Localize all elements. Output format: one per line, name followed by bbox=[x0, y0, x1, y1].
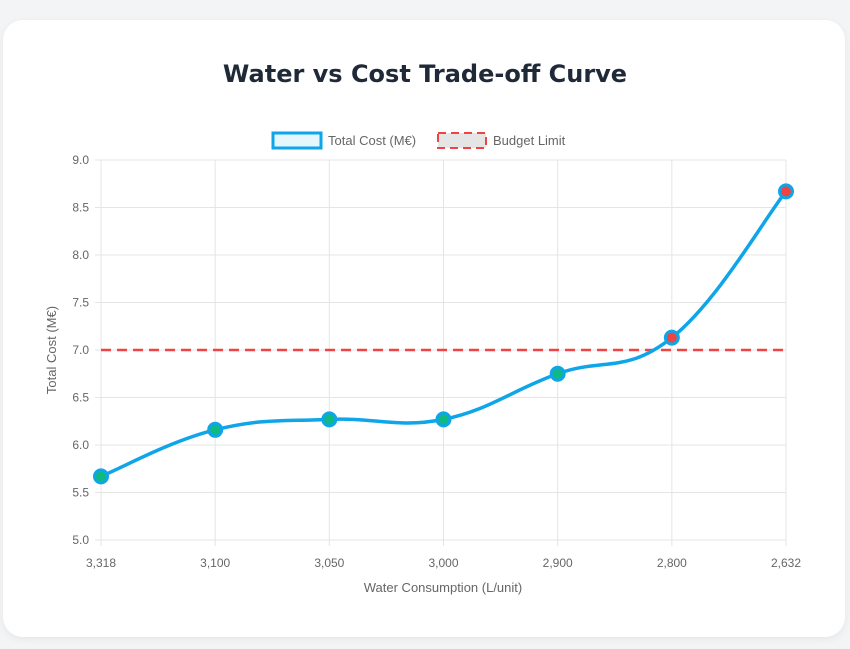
data-point bbox=[549, 365, 566, 382]
chart-title: Water vs Cost Trade-off Curve bbox=[222, 60, 628, 88]
series bbox=[93, 183, 794, 485]
grid bbox=[95, 159, 787, 546]
y-tick-label: 7.0 bbox=[72, 343, 89, 357]
data-point bbox=[663, 329, 680, 346]
legend-label-budget-limit[interactable]: Budget Limit bbox=[493, 133, 566, 148]
y-tick-label: 8.5 bbox=[72, 201, 89, 215]
y-tick-label: 6.5 bbox=[72, 391, 89, 405]
tick-labels: 5.0 5.5 6.0 6.5 7.0 7.5 8.0 8.5 9.0 3,318 3,100 3,0… bbox=[72, 153, 801, 570]
x-tick-label: 2,800 bbox=[657, 556, 687, 570]
legend-swatch-budget-limit[interactable] bbox=[437, 132, 487, 149]
y-tick-label: 8.0 bbox=[72, 248, 89, 262]
legend-label-total-cost[interactable]: Total Cost (M€) bbox=[328, 133, 416, 148]
x-tick-label: 3,000 bbox=[428, 556, 458, 570]
x-tick-label: 3,100 bbox=[200, 556, 230, 570]
chart-card bbox=[3, 20, 845, 637]
x-tick-label: 2,900 bbox=[543, 556, 573, 570]
y-tick-label: 9.0 bbox=[72, 153, 89, 167]
data-point bbox=[321, 411, 338, 428]
x-tick-label: 3,050 bbox=[314, 556, 344, 570]
data-point bbox=[93, 468, 109, 485]
y-tick-label: 5.0 bbox=[72, 533, 89, 547]
y-tick-label: 6.0 bbox=[72, 438, 89, 452]
legend-swatch-total-cost[interactable] bbox=[271, 131, 323, 150]
y-axis-label: Total Cost (M€) bbox=[44, 306, 59, 394]
data-point bbox=[207, 421, 224, 438]
data-point bbox=[778, 183, 794, 200]
x-tick-label: 3,318 bbox=[86, 556, 116, 570]
x-axis-label: Water Consumption (L/unit) bbox=[364, 580, 522, 595]
y-tick-label: 5.5 bbox=[72, 486, 89, 500]
legend[interactable]: Total Cost (M€) Budget Limit bbox=[271, 131, 566, 150]
y-tick-label: 7.5 bbox=[72, 296, 89, 310]
x-tick-label: 2,632 bbox=[771, 556, 801, 570]
data-point bbox=[435, 411, 452, 428]
